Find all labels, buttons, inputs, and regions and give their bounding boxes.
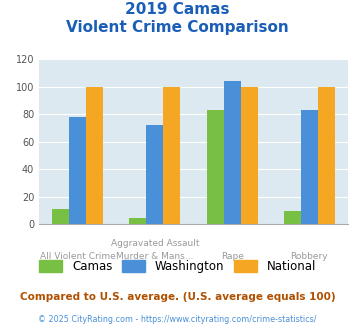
- Text: Violent Crime Comparison: Violent Crime Comparison: [66, 20, 289, 35]
- Bar: [284, 211, 301, 224]
- Text: All Violent Crime: All Violent Crime: [40, 252, 115, 261]
- Bar: [163, 87, 180, 224]
- Bar: [52, 209, 69, 224]
- Bar: [224, 82, 241, 224]
- Bar: [301, 110, 318, 224]
- Text: Robbery: Robbery: [290, 252, 328, 261]
- Bar: [146, 125, 163, 224]
- Bar: [318, 87, 335, 224]
- Bar: [241, 87, 258, 224]
- Text: Compared to U.S. average. (U.S. average equals 100): Compared to U.S. average. (U.S. average …: [20, 292, 335, 302]
- Bar: [69, 117, 86, 224]
- Text: Murder & Mans...: Murder & Mans...: [116, 252, 193, 261]
- Text: 2019 Camas: 2019 Camas: [125, 2, 230, 16]
- Bar: [129, 217, 146, 224]
- Text: Rape: Rape: [221, 252, 244, 261]
- Text: © 2025 CityRating.com - https://www.cityrating.com/crime-statistics/: © 2025 CityRating.com - https://www.city…: [38, 315, 317, 324]
- Bar: [207, 110, 224, 224]
- Legend: Camas, Washington, National: Camas, Washington, National: [34, 255, 321, 278]
- Text: Aggravated Assault: Aggravated Assault: [111, 239, 199, 248]
- Bar: [86, 87, 103, 224]
